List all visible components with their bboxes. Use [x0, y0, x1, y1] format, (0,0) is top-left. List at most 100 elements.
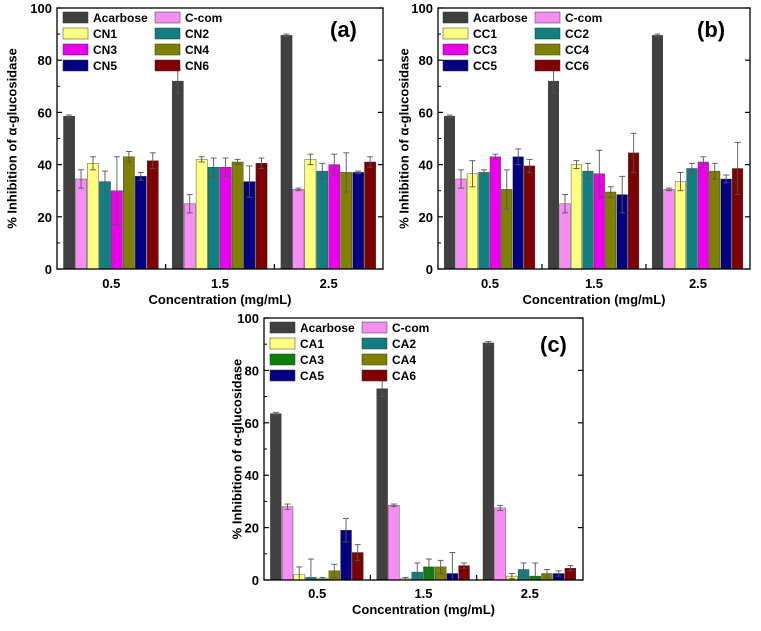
legend-swatch	[62, 43, 89, 56]
bar	[444, 116, 456, 270]
legend-swatch	[269, 369, 296, 382]
bar	[87, 163, 99, 270]
bar	[376, 388, 388, 581]
y-tick-label: 60	[245, 416, 259, 431]
x-tick-label: 1.5	[211, 276, 229, 291]
bar	[709, 170, 721, 270]
legend-swatch	[442, 27, 469, 40]
legend-swatch	[62, 11, 89, 24]
y-tick-label: 100	[237, 311, 259, 326]
legend-label: CA4	[392, 353, 416, 367]
bar	[674, 181, 686, 270]
bar	[352, 172, 365, 270]
legend-swatch	[269, 337, 296, 350]
legend-swatch	[442, 59, 469, 72]
bar	[512, 156, 524, 270]
x-tick-label: 1.5	[585, 276, 603, 291]
x-tick-label: 0.5	[481, 276, 499, 291]
legend-swatch	[154, 59, 181, 72]
x-tick-label: 0.5	[102, 276, 120, 291]
y-tick-label: 0	[426, 262, 433, 277]
legend-label: CN2	[185, 27, 209, 41]
legend-label: Acarbose	[93, 11, 148, 25]
bar	[281, 506, 294, 581]
legend-swatch	[361, 337, 388, 350]
legend-swatch	[269, 321, 296, 334]
legend-swatch	[154, 11, 181, 24]
bar	[292, 189, 305, 270]
legend-swatch	[62, 27, 89, 40]
panel-label: (c)	[540, 332, 567, 357]
legend-label: Acarbose	[300, 321, 355, 335]
legend-swatch	[442, 11, 469, 24]
x-tick-label: 0.5	[308, 586, 326, 601]
legend-label: CA1	[300, 337, 324, 351]
panel-label: (b)	[697, 17, 725, 42]
y-tick-label: 0	[252, 573, 259, 588]
legend-label: CA2	[392, 337, 416, 351]
bar	[605, 191, 617, 270]
y-tick-label: 100	[411, 1, 433, 16]
y-tick-label: 40	[38, 158, 52, 173]
bar	[171, 80, 184, 270]
legend-label: CC6	[565, 59, 589, 73]
legend-label: CN3	[93, 43, 117, 57]
y-tick-label: 100	[30, 1, 52, 16]
bar	[280, 35, 293, 270]
bar	[652, 35, 664, 270]
legend-swatch	[534, 59, 561, 72]
bar	[195, 159, 208, 270]
bar	[686, 168, 698, 270]
x-axis-title: Concentration (mg/mL)	[523, 292, 666, 307]
x-tick-label: 2.5	[521, 586, 539, 601]
y-tick-label: 60	[38, 105, 52, 120]
bar	[582, 170, 594, 270]
legend-label: C-com	[392, 321, 429, 335]
y-axis-title: % Inhibition of α-glucosidase	[230, 359, 245, 540]
legend-swatch	[442, 43, 469, 56]
y-axis-title: % Inhibition of α-glucosidase	[397, 48, 412, 229]
legend-label: CC5	[473, 59, 497, 73]
bar	[316, 170, 329, 270]
legend-label: CA6	[392, 369, 416, 383]
bar	[559, 203, 571, 270]
legend-swatch	[534, 43, 561, 56]
bar	[207, 166, 220, 270]
x-tick-label: 2.5	[689, 276, 707, 291]
y-tick-label: 60	[419, 105, 433, 120]
bar	[489, 156, 501, 270]
y-tick-label: 20	[38, 210, 52, 225]
panel-label: (a)	[330, 17, 357, 42]
y-tick-label: 20	[245, 521, 259, 536]
legend-swatch	[534, 11, 561, 24]
y-tick-label: 40	[245, 468, 259, 483]
bar	[146, 160, 159, 270]
bar	[455, 178, 467, 270]
chart-panel-b: 0 20 40 60 80 100 0.5 1.5 2.5 Concentration (mg/m…	[397, 1, 751, 307]
chart-panel-a: 0 20 40 60 80 100 0.5 1.5 2.5 Concentration (mg/m…	[5, 1, 384, 307]
y-tick-label: 80	[38, 53, 52, 68]
bar	[75, 178, 87, 270]
bar	[697, 161, 709, 270]
chart-panel-c: 0 20 40 60 80 100 0.5 1.5 2.5 Concentration (mg/m…	[230, 311, 584, 617]
bar	[548, 80, 560, 270]
y-tick-label: 0	[45, 262, 52, 277]
legend-swatch	[154, 27, 181, 40]
y-axis-title: % Inhibition of α-glucosidase	[5, 48, 20, 229]
bar	[123, 156, 135, 270]
y-tick-label: 80	[419, 53, 433, 68]
bar	[183, 203, 196, 270]
legend-swatch	[361, 369, 388, 382]
bar	[494, 507, 506, 581]
legend-label: CA3	[300, 353, 324, 367]
x-tick-label: 1.5	[414, 586, 432, 601]
legend-swatch	[269, 353, 296, 366]
bar	[270, 413, 282, 581]
bar	[364, 161, 376, 270]
legend-label: CN6	[185, 59, 209, 73]
legend-swatch	[534, 27, 561, 40]
legend-label: CC1	[473, 27, 497, 41]
bar	[219, 166, 232, 270]
